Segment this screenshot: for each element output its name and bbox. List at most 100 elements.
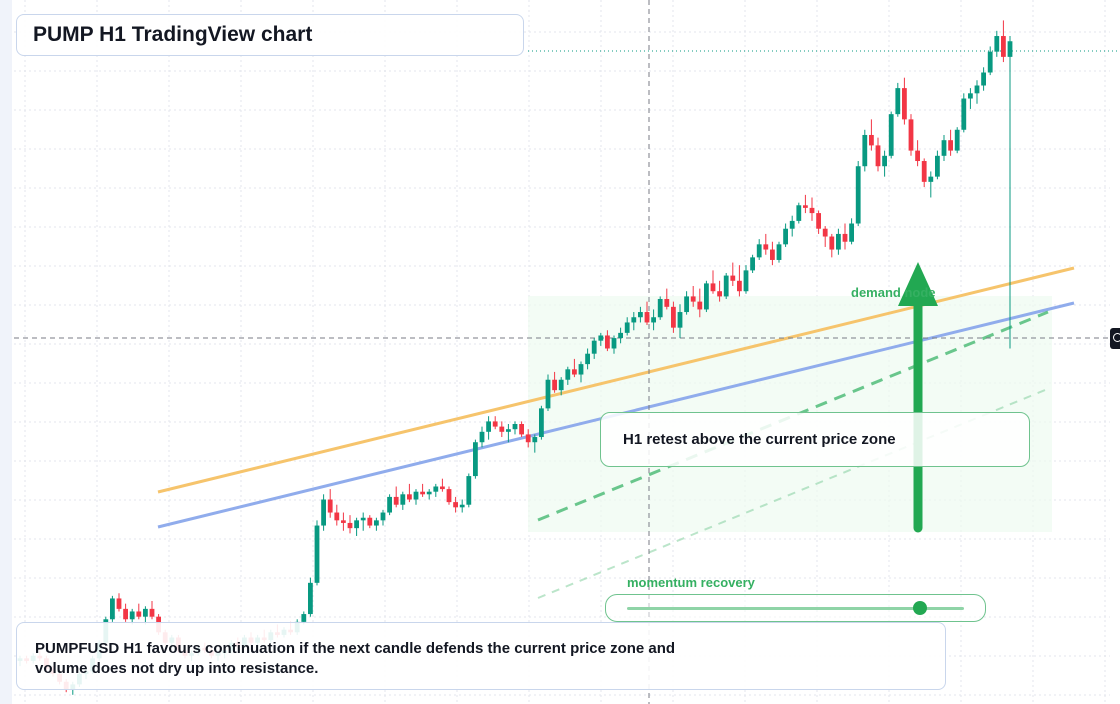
candle [393,486,399,508]
candle [440,478,445,492]
candle [994,30,1000,57]
candle [921,158,927,188]
retest-note-text: H1 retest above the current price zone [623,431,896,448]
candle-body [400,494,406,505]
candle [730,262,736,286]
candle-body [664,299,670,307]
candle-body [849,223,854,242]
candle [690,286,696,307]
candle [816,210,821,234]
candle [875,137,881,172]
candle-body [822,228,828,237]
candle-body [420,491,425,495]
candle-body [809,207,815,214]
candle-body [308,582,313,615]
candle-body [459,504,465,508]
candle-body [756,244,762,258]
candle-body [710,283,716,292]
candle-body [440,486,445,490]
candle [552,371,557,393]
candle [453,496,458,513]
candle-body [426,491,432,495]
candle-body [895,88,901,115]
candle [499,421,505,438]
summary-text: PUMPFUSD H1 favours continuation if the … [35,640,676,677]
candle-body [717,291,722,297]
candle [928,171,934,198]
candle [624,317,630,336]
candle [512,421,518,435]
candle [433,483,439,497]
candle-body [684,296,689,313]
candle-body [968,93,973,99]
candle-body [578,364,584,375]
candle [360,512,366,531]
candle [869,119,874,151]
candle-body [360,517,366,521]
candle [110,595,115,622]
projection-line-lower[interactable] [537,387,1051,599]
candle-body [657,299,663,318]
momentum-label: momentum recovery [627,575,755,590]
candle-body [598,335,604,341]
candle-body [816,213,821,229]
candle-body [393,496,399,505]
candle [426,489,432,500]
candle [459,499,465,513]
chart-title-card: PUMP H1 TradingView chart [16,14,524,56]
candle-body [902,88,907,120]
price-marker-badge[interactable] [1110,328,1120,349]
candle-body [453,502,458,508]
candle [710,270,716,294]
candle [770,241,775,266]
candle [948,129,953,156]
candle-body [407,494,412,500]
candle [968,88,973,109]
candle-body [803,205,808,208]
candle-body [888,114,894,156]
candle [908,114,914,156]
candle [486,416,491,440]
candle [822,226,828,247]
candle-body [347,522,353,529]
candle [796,202,802,224]
candle [862,129,868,172]
candle [671,301,676,333]
candle-body [961,98,967,130]
candle [836,228,841,255]
candle [354,517,359,536]
momentum-progress[interactable] [605,594,986,622]
candle-body [618,332,623,339]
candle-body [855,166,861,224]
projection-line[interactable] [537,310,1049,522]
candle-body [730,275,736,281]
candle [374,517,379,531]
candle [750,254,755,273]
candle [941,134,947,162]
candle-body [737,280,742,292]
candle [723,272,729,300]
candle [981,67,986,91]
candle [598,332,604,346]
target-icon [1113,333,1120,342]
candle [1001,20,1006,63]
candle [605,330,610,352]
candle [776,241,782,263]
candle-body [123,608,128,620]
candle-body [921,161,927,182]
candle [855,161,861,227]
candle-body [525,434,531,443]
candle [400,491,406,510]
candle [888,111,894,159]
candle [684,291,689,315]
candle-body [882,155,887,167]
candle-body [875,145,881,167]
candle [367,515,373,529]
candle [532,434,538,453]
momentum-progress-knob[interactable] [913,601,928,615]
candle-body [862,134,868,167]
candle [558,377,564,396]
summary-card: PUMPFUSD H1 favours continuation if the … [16,622,946,690]
candle [664,288,670,310]
candle [677,304,683,339]
